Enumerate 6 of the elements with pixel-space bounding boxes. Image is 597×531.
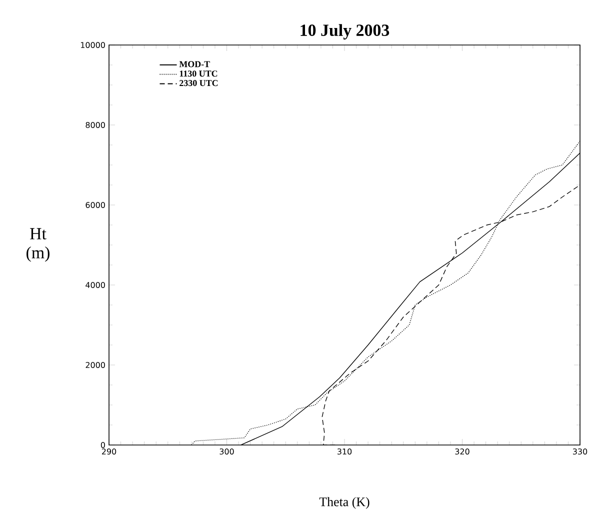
chart-title: 10 July 2003 [300,24,390,40]
y-axis-title: Ht (m) [26,228,50,262]
legend-label: MOD-T [179,61,210,68]
legend-label: 2330 UTC [180,80,218,86]
legend-label: 1130 UTC [180,70,218,77]
x-axis-title: Theta (K) [319,497,370,509]
